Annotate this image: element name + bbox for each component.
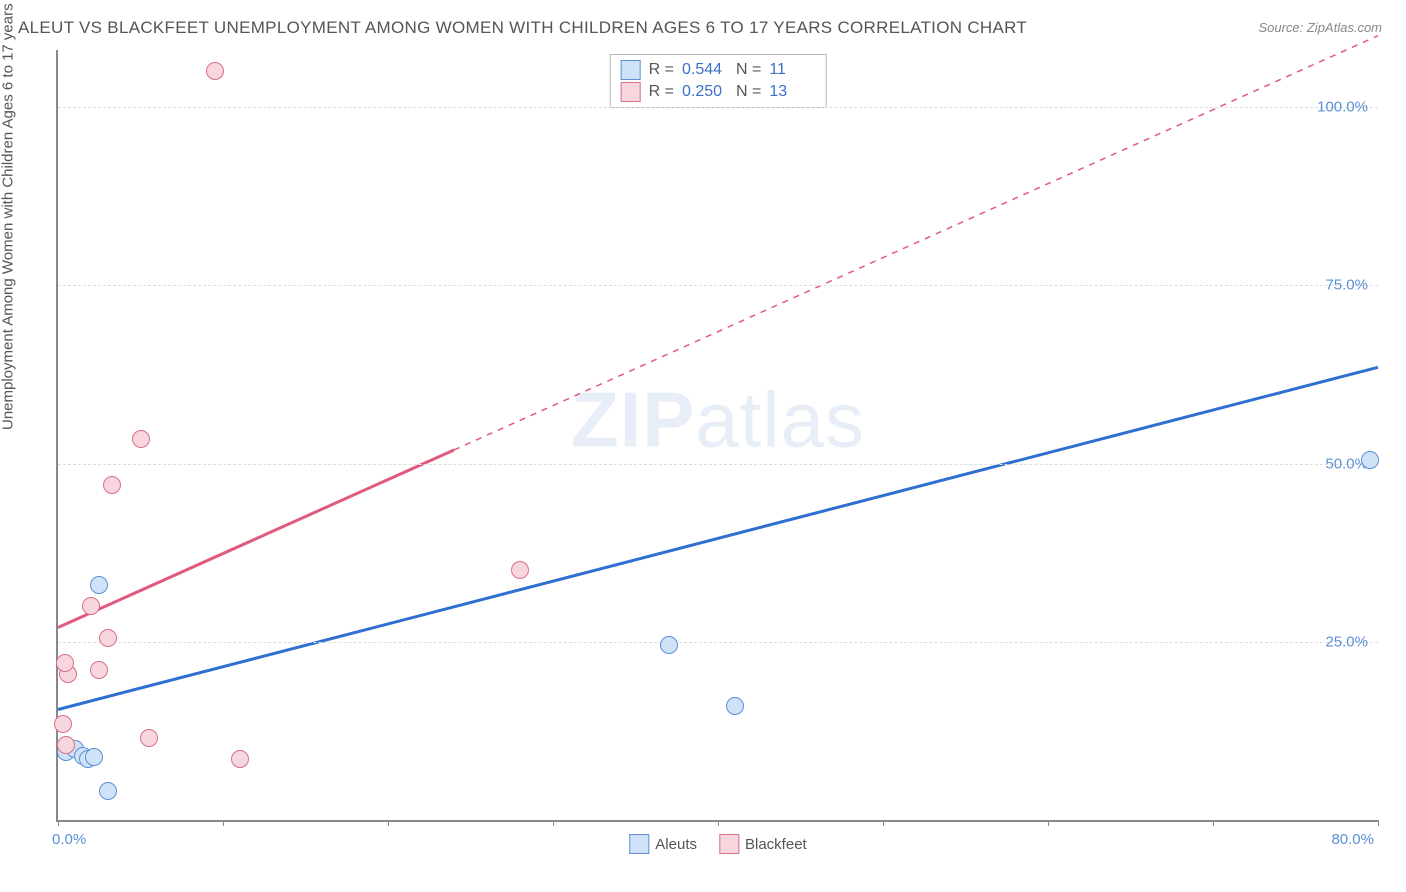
legend-n-label: N = xyxy=(736,61,761,79)
x-tick-mark xyxy=(223,820,224,826)
legend-n-value: 13 xyxy=(769,83,815,101)
legend-label: Blackfeet xyxy=(745,836,807,853)
x-tick-mark xyxy=(883,820,884,826)
scatter-point xyxy=(54,715,72,733)
scatter-point xyxy=(85,748,103,766)
x-tick-mark xyxy=(1378,820,1379,826)
trend-lines-layer xyxy=(58,50,1378,820)
scatter-point xyxy=(90,576,108,594)
scatter-point xyxy=(99,629,117,647)
plot-area: ZIPatlas R =0.544N =11R =0.250N =13 Aleu… xyxy=(56,50,1378,822)
x-tick-mark xyxy=(718,820,719,826)
x-tick-mark xyxy=(58,820,59,826)
scatter-point xyxy=(660,636,678,654)
scatter-point xyxy=(99,782,117,800)
scatter-point xyxy=(90,661,108,679)
series-legend: Aleuts Blackfeet xyxy=(629,834,806,854)
x-tick-mark xyxy=(388,820,389,826)
legend-swatch xyxy=(621,60,641,80)
y-tick-label: 25.0% xyxy=(1325,633,1368,650)
gridline xyxy=(58,642,1378,643)
chart-title: ALEUT VS BLACKFEET UNEMPLOYMENT AMONG WO… xyxy=(18,18,1027,38)
scatter-point xyxy=(1361,451,1379,469)
scatter-point xyxy=(103,476,121,494)
y-tick-label: 75.0% xyxy=(1325,277,1368,294)
scatter-point xyxy=(82,597,100,615)
x-tick-label: 80.0% xyxy=(1331,831,1374,848)
legend-n-label: N = xyxy=(736,83,761,101)
x-tick-label: 0.0% xyxy=(52,831,86,848)
y-axis-label: Unemployment Among Women with Children A… xyxy=(0,3,17,430)
x-tick-mark xyxy=(1213,820,1214,826)
scatter-point xyxy=(231,750,249,768)
legend-row: R = 0.544 N = 11 xyxy=(621,59,816,81)
correlation-legend: R = 0.544 N = 11 R = 0.250 N = 13 xyxy=(610,54,827,108)
gridline xyxy=(58,285,1378,286)
legend-swatch xyxy=(629,834,649,854)
scatter-point xyxy=(726,697,744,715)
legend-n-value: 11 xyxy=(769,61,815,79)
source-attribution: Source: ZipAtlas.com xyxy=(1258,20,1382,35)
legend-swatch xyxy=(719,834,739,854)
scatter-point xyxy=(511,561,529,579)
scatter-point xyxy=(206,62,224,80)
legend-r-label: R = xyxy=(649,83,674,101)
scatter-point xyxy=(140,729,158,747)
legend-label: Aleuts xyxy=(655,836,697,853)
x-tick-mark xyxy=(553,820,554,826)
legend-swatch xyxy=(621,82,641,102)
scatter-point xyxy=(57,736,75,754)
legend-item: Blackfeet xyxy=(719,834,807,854)
gridline xyxy=(58,107,1378,108)
legend-item: Aleuts xyxy=(629,834,697,854)
legend-r-value: 0.544 xyxy=(682,61,728,79)
y-tick-label: 100.0% xyxy=(1317,99,1368,116)
scatter-point xyxy=(56,654,74,672)
legend-r-value: 0.250 xyxy=(682,83,728,101)
scatter-point xyxy=(132,430,150,448)
gridline xyxy=(58,464,1378,465)
trend-line-dashed xyxy=(454,36,1378,450)
legend-row: R = 0.250 N = 13 xyxy=(621,81,816,103)
x-tick-mark xyxy=(1048,820,1049,826)
legend-r-label: R = xyxy=(649,61,674,79)
